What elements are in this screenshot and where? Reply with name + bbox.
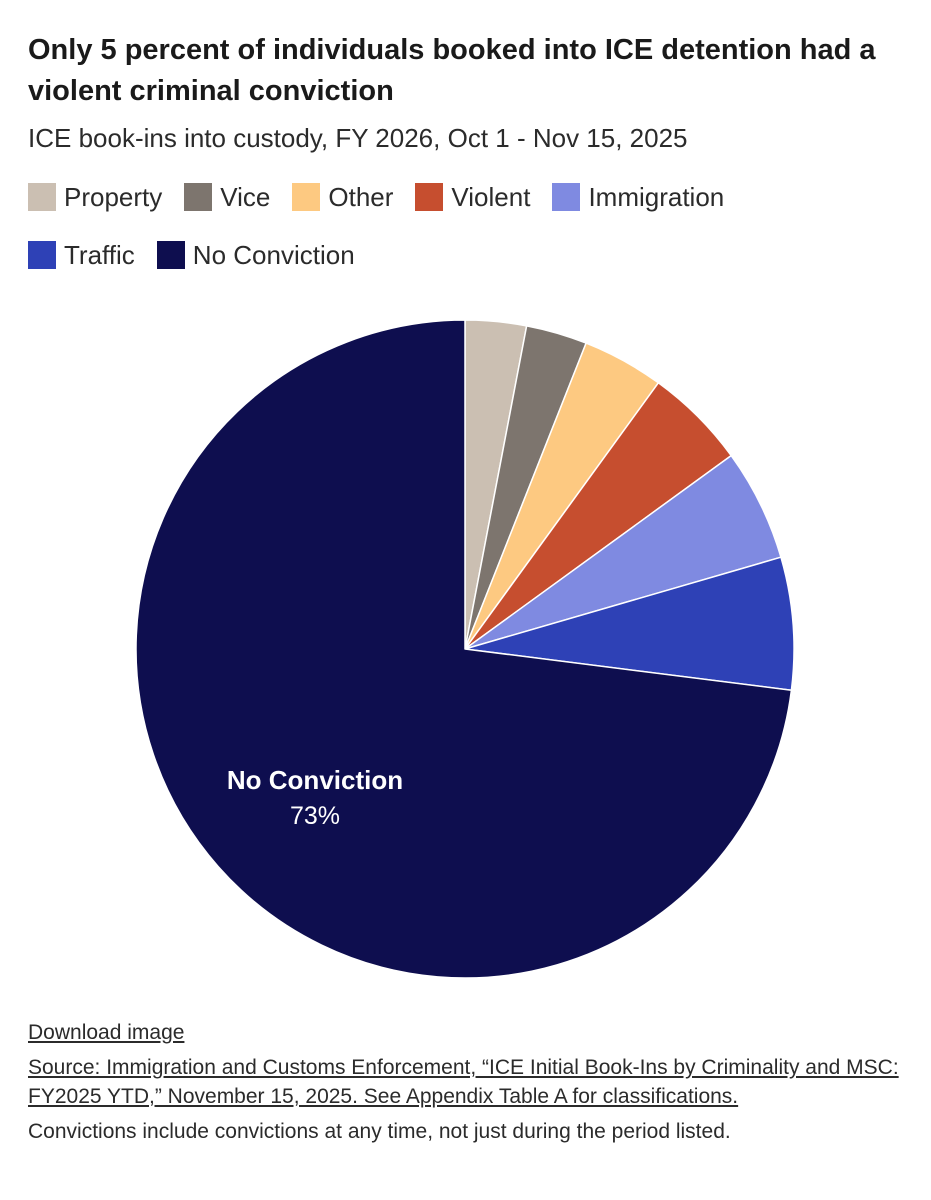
slice-label-no-conviction: No Conviction	[227, 765, 403, 795]
legend-item-vice: Vice	[184, 180, 270, 214]
legend-label-immigration: Immigration	[588, 181, 725, 212]
legend-label-violent: Violent	[451, 181, 531, 212]
chart-subtitle: ICE book-ins into custody, FY 2026, Oct …	[28, 123, 688, 153]
pie-slices	[135, 319, 795, 979]
download-image-link[interactable]: Download image	[28, 1021, 185, 1044]
footer: Download image Source: Immigration and C…	[28, 1018, 908, 1146]
pie-slice-traffic	[464, 556, 795, 691]
legend-item-traffic: Traffic	[28, 238, 135, 272]
legend: Property Vice Other Violent Immigration Traff…	[28, 180, 888, 272]
legend-swatch-violent	[415, 183, 444, 211]
legend-label-vice: Vice	[220, 181, 271, 212]
pie-chart: No Conviction 73%	[135, 319, 795, 979]
legend-label-traffic: Traffic	[64, 239, 135, 270]
legend-swatch-traffic	[28, 241, 56, 269]
footnote: Convictions include convictions at any t…	[28, 1120, 731, 1143]
pie-slice-no-conviction	[135, 319, 793, 979]
legend-swatch-other	[292, 183, 321, 211]
legend-label-property: Property	[64, 181, 163, 212]
legend-label-other: Other	[328, 181, 394, 212]
legend-item-other: Other	[292, 180, 393, 214]
source-link[interactable]: Source: Immigration and Customs Enforcem…	[28, 1056, 899, 1108]
legend-swatch-property	[28, 183, 56, 211]
slice-value-label-no-conviction: 73%	[290, 802, 340, 830]
legend-swatch-immigration	[552, 183, 581, 211]
pie-labels: No Conviction 73%	[227, 765, 403, 830]
legend-item-immigration: Immigration	[552, 180, 724, 214]
chart-title: Only 5 percent of individuals booked int…	[28, 34, 876, 107]
legend-item-no-conviction: No Conviction	[156, 238, 355, 272]
legend-label-no-conviction: No Conviction	[192, 239, 355, 270]
legend-item-property: Property	[28, 180, 162, 214]
legend-swatch-no-conviction	[156, 241, 185, 269]
legend-item-violent: Violent	[415, 180, 530, 214]
legend-swatch-vice	[184, 183, 213, 211]
